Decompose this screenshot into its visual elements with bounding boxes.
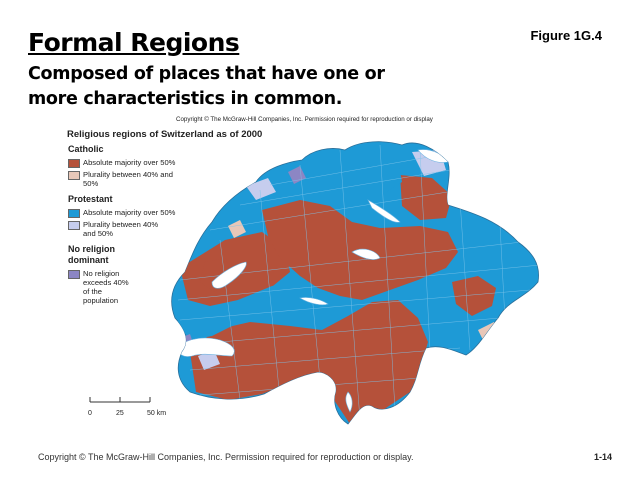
legend-item: Absolute majority over 50% (68, 208, 188, 218)
region-protestant-vaud (176, 310, 232, 340)
lake-lucerne (351, 248, 381, 260)
religion-regions (176, 144, 539, 424)
slide-footer: Copyright © The McGraw-Hill Companies, I… (38, 452, 414, 462)
lake-maggiore (345, 391, 353, 413)
lake-zurich (367, 199, 401, 223)
region-protestant-zurich (330, 150, 402, 196)
legend-item: Absolute majority over 50% (68, 158, 188, 168)
legend-label: Absolute majority over 50% (83, 208, 176, 217)
region-catholic-stgallen (400, 175, 452, 220)
legend-label: No religion exceeds 40% of the populatio… (83, 269, 129, 305)
map-title: Religious regions of Switzerland as of 2… (67, 129, 263, 140)
region-protestant-plurality (246, 178, 276, 200)
page-number: 1-14 (593, 452, 612, 462)
swatch-catholic-plurality (68, 171, 80, 180)
legend-heading-catholic: Catholic (68, 144, 104, 154)
legend-item: No religion exceeds 40% of the populatio… (68, 269, 188, 305)
swatch-protestant-majority (68, 209, 80, 218)
region-protestant-bern (236, 282, 340, 320)
lake-thun (299, 297, 329, 306)
map-legend: Catholic Absolute majority over 50% Plur… (68, 144, 188, 307)
scale-label-25: 25 (116, 410, 124, 417)
scale-label-0: 0 (88, 410, 92, 417)
legend-label: Plurality between 40% and 50% (83, 220, 159, 238)
slide-title: Formal Regions (28, 28, 240, 57)
region-protestant-engadin (468, 232, 530, 280)
swatch-protestant-plurality (68, 221, 80, 230)
region-catholic-plurality-2 (228, 220, 246, 238)
scale-label-50: 50 km (147, 410, 167, 417)
region-catholic-valais-ticino (190, 300, 428, 424)
legend-label: Plurality between 40% and 50% (83, 170, 173, 188)
figure-label: Figure 1G.4 (530, 28, 602, 43)
scale-bar (89, 397, 151, 403)
lake-geneva (177, 337, 235, 357)
lake-neuchatel (211, 261, 247, 289)
slide-subtitle: Composed of places that have one or more… (28, 64, 385, 109)
legend-label: Absolute majority over 50% (83, 158, 176, 167)
region-catholic-graubunden (452, 276, 496, 316)
legend-heading-protestant: Protestant (68, 194, 113, 204)
lake-constance (417, 149, 449, 163)
legend-item: Plurality between 40% and 50% (68, 170, 188, 188)
swatch-catholic-majority (68, 159, 80, 168)
legend-item: Plurality between 40% and 50% (68, 220, 188, 238)
swatch-no-religion (68, 270, 80, 279)
map-copyright: Copyright © The McGraw-Hill Companies, I… (176, 116, 433, 123)
legend-heading-none: No religion dominant (68, 244, 115, 265)
